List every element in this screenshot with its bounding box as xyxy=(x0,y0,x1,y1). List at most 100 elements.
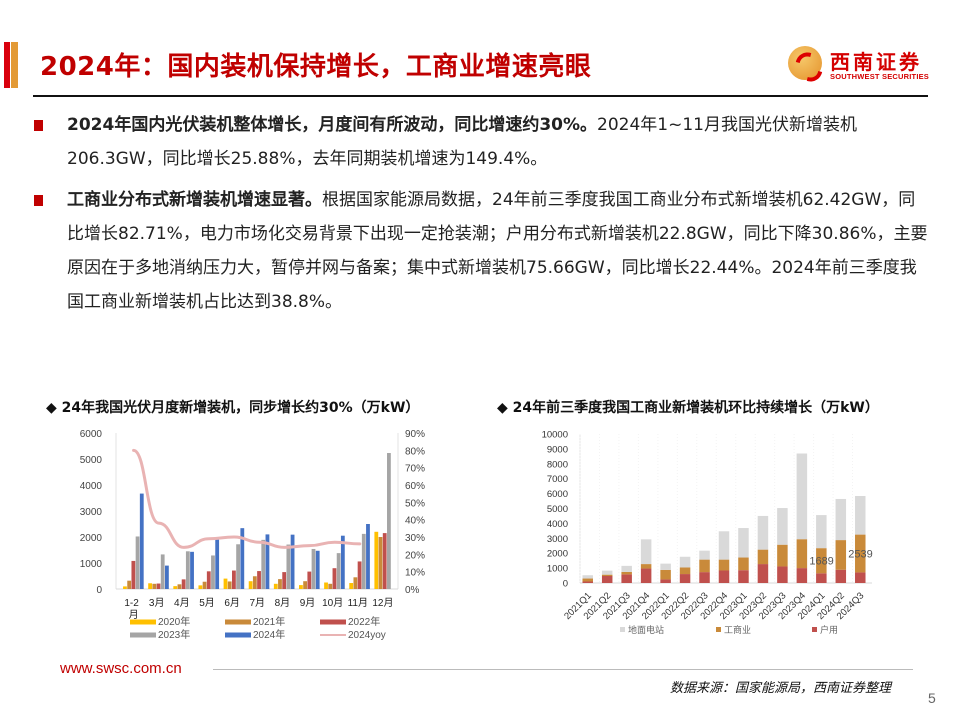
bullet-2-body: 根据国家能源局数据，24年前三季度我国工商业分布式新增装机62.42GW，同比增… xyxy=(67,190,928,312)
stacked-bar-户用 xyxy=(835,569,847,583)
legend-swatch xyxy=(225,619,251,625)
bar-2023年 xyxy=(311,548,316,589)
data-source-note: 数据来源：国家能源局，西南证券整理 xyxy=(670,681,892,696)
bar-2020年 xyxy=(148,583,153,589)
bullet-square-icon xyxy=(34,120,43,131)
stacked-bar-户用 xyxy=(718,570,730,583)
stacked-bar-户用 xyxy=(640,568,652,583)
monthly-installation-chart: 0 1000 2000 3000 4000 5000 6000 0% 10% 20% 30% 40% 5… xyxy=(80,429,425,641)
y-axis-tick: 3000 xyxy=(80,507,103,518)
stacked-bar-户用 xyxy=(621,574,632,583)
legend-label: 2024年 xyxy=(253,628,285,641)
legend-label: 2023年 xyxy=(158,628,190,641)
legend-label: 2020年 xyxy=(158,615,190,628)
bar-2024年 xyxy=(340,535,345,589)
y-axis-tick: 5000 xyxy=(547,504,568,515)
bar-2023年 xyxy=(286,544,291,589)
y-axis-tick: 5000 xyxy=(80,455,103,466)
y-axis-tick: 8000 xyxy=(547,459,568,470)
x-axis-label: 9月 xyxy=(300,597,316,609)
legend-label: 地面电站 xyxy=(628,624,664,635)
y-axis-tick: 4000 xyxy=(80,481,103,492)
bar-2020年 xyxy=(123,586,127,589)
bar-2020年 xyxy=(374,531,379,589)
y-axis-tick: 2000 xyxy=(547,549,568,560)
company-logo: 西南证券 SOUTHWEST SECURITIES xyxy=(788,44,938,86)
bar-2024年 xyxy=(290,534,295,589)
legend-swatch xyxy=(320,634,346,636)
bar-2024年 xyxy=(240,528,245,589)
y2-axis-tick: 20% xyxy=(405,550,425,561)
bar-2024年 xyxy=(165,565,169,589)
stacked-bar-地面电站 xyxy=(699,550,710,560)
y-axis-tick: 2000 xyxy=(80,533,103,544)
bar-2021年 xyxy=(328,583,333,589)
title-accent-orange xyxy=(11,42,18,88)
stacked-bar-地面电站 xyxy=(757,515,769,550)
stacked-bar-户用 xyxy=(660,579,671,583)
stacked-bar-户用 xyxy=(855,572,866,583)
y2-axis-tick: 60% xyxy=(405,481,425,492)
stacked-bar-工商业 xyxy=(777,544,788,567)
legend-swatch xyxy=(320,619,346,625)
stacked-bar-工商业 xyxy=(621,571,632,575)
bar-2023年 xyxy=(236,544,241,589)
stacked-bar-地面电站 xyxy=(816,515,827,549)
bar-2022年 xyxy=(307,571,312,589)
bar-2021年 xyxy=(303,581,308,589)
stacked-bar-地面电站 xyxy=(679,556,691,568)
bar-2020年 xyxy=(299,585,303,589)
stacked-bar-户用 xyxy=(816,573,827,583)
stacked-bar-工商业 xyxy=(640,564,652,569)
y2-axis-tick: 10% xyxy=(405,568,425,579)
stacked-bar-地面电站 xyxy=(777,508,788,545)
page-number: 5 xyxy=(928,690,936,706)
x-axis-label: 10月 xyxy=(322,597,343,609)
footer-website-link[interactable]: www.swsc.com.cn xyxy=(60,660,182,677)
bar-2020年 xyxy=(324,582,328,589)
bullet-point-1: 2024年国内光伏装机整体增长，月度间有所波动，同比增速约30%。2024年1~… xyxy=(34,108,930,176)
bar-2023年 xyxy=(185,551,190,589)
bullet-square-icon xyxy=(34,195,43,206)
y2-axis-tick: 0% xyxy=(405,585,420,596)
page-title: 2024年：国内装机保持增长，工商业增速亮眼 xyxy=(40,52,592,82)
y-axis-tick: 3000 xyxy=(547,534,568,545)
stacked-bar-户用 xyxy=(601,575,613,583)
logo-english-name: SOUTHWEST SECURITIES xyxy=(830,72,930,81)
stacked-bar-户用 xyxy=(777,566,788,583)
y-axis-tick: 6000 xyxy=(80,429,103,440)
stacked-bar-地面电站 xyxy=(796,453,808,540)
bar-2023年 xyxy=(261,539,266,589)
bar-2022年 xyxy=(282,572,287,589)
bar-2024年 xyxy=(315,550,320,589)
bar-2021年 xyxy=(127,580,132,589)
x-axis-label-wrap: 月 xyxy=(129,609,139,621)
x-axis-label: 7月 xyxy=(249,597,265,609)
legend-label: 2022年 xyxy=(348,615,380,628)
legend-label: 工商业 xyxy=(724,624,751,635)
bar-2022年 xyxy=(206,571,211,589)
y-axis-tick: 0 xyxy=(563,579,568,590)
bar-2020年 xyxy=(173,586,178,589)
title-divider xyxy=(33,95,928,97)
bar-2020年 xyxy=(349,583,354,589)
footer-divider xyxy=(213,669,913,670)
stacked-bar-工商业 xyxy=(855,534,866,573)
bar-2022年 xyxy=(332,568,337,589)
legend-swatch xyxy=(130,619,156,625)
data-label: 1689 xyxy=(809,556,833,568)
bullet-1-body: 2024年1~11月我国光伏新增装机206.3GW，同比增长25.88%，去年同… xyxy=(67,115,857,169)
bar-2021年 xyxy=(278,579,282,589)
bar-2020年 xyxy=(273,583,278,589)
legend-swatch xyxy=(812,627,817,632)
x-axis-label: 6月 xyxy=(224,597,240,609)
stacked-bar-工商业 xyxy=(835,540,847,570)
legend-label: 户用 xyxy=(820,624,838,635)
bar-2022年 xyxy=(156,583,161,589)
stacked-bar-工商业 xyxy=(718,559,730,571)
bar-2024年 xyxy=(190,551,194,589)
bar-2022年 xyxy=(131,560,136,589)
stacked-bar-地面电站 xyxy=(855,495,866,535)
data-label: 2539 xyxy=(848,549,872,561)
bar-2023年 xyxy=(211,555,215,589)
